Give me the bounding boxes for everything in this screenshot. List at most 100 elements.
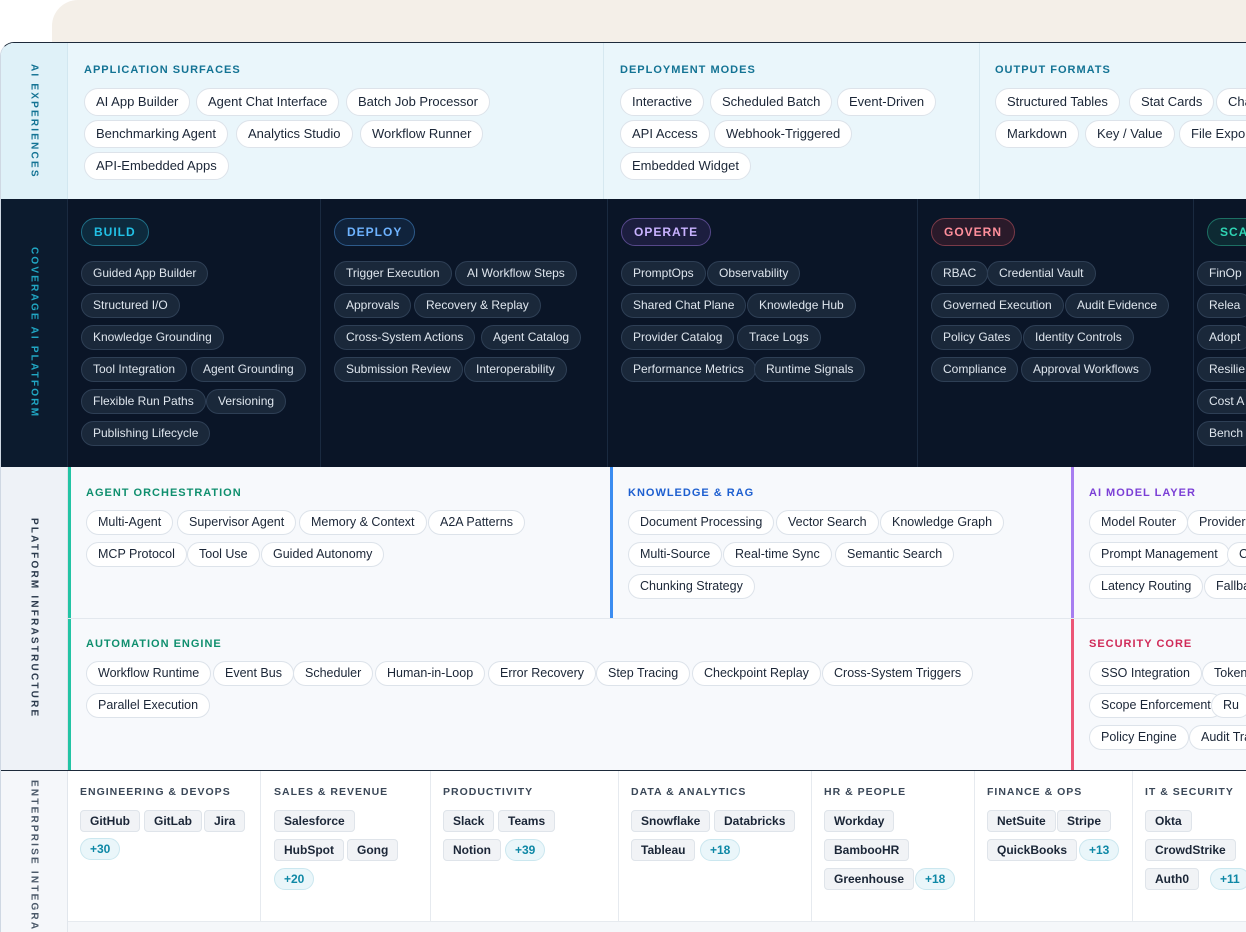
row-label-coverage: COVERAGE AI PLATFORM bbox=[1, 199, 68, 467]
integration-data-analytics: DATA & ANALYTICS Snowflake Databricks Ta… bbox=[619, 771, 812, 921]
chip: Markdown bbox=[995, 120, 1079, 148]
section-title: DATA & ANALYTICS bbox=[631, 786, 747, 798]
section-title: SECURITY CORE bbox=[1089, 638, 1193, 650]
integration-tag: GitLab bbox=[144, 810, 202, 832]
phase-build: BUILD Guided App Builder Structured I/O … bbox=[68, 199, 321, 467]
section-title: SALES & REVENUE bbox=[274, 786, 389, 798]
enterprise-integrations-row: ENTERPRISE INTEGRA ENGINEERING & DEVOPS … bbox=[1, 770, 1246, 932]
chip: Workflow Runtime bbox=[86, 661, 212, 686]
chip: Document Processing bbox=[628, 510, 775, 535]
integration-engineering-devops: ENGINEERING & DEVOPS GitHub GitLab Jira … bbox=[68, 771, 261, 921]
chip: Multi-Source bbox=[628, 542, 723, 567]
section-title: AUTOMATION ENGINE bbox=[86, 638, 222, 650]
platform-infrastructure-row: PLATFORM INFRASTRUCTURE AGENT ORCHESTRAT… bbox=[1, 467, 1246, 770]
chip: AI Workflow Steps bbox=[455, 261, 577, 286]
chip: Performance Metrics bbox=[621, 357, 756, 382]
more-count-badge: +30 bbox=[80, 838, 121, 860]
chip: FinOp bbox=[1197, 261, 1246, 286]
more-count-badge: +18 bbox=[700, 839, 741, 861]
chip: C bbox=[1227, 542, 1246, 567]
chip: Agent Grounding bbox=[191, 357, 306, 382]
chip: Versioning bbox=[206, 389, 287, 414]
phase-badge-scale: SCA bbox=[1207, 218, 1246, 246]
ai-experiences-row: AI EXPERIENCES APPLICATION SURFACES AI A… bbox=[1, 43, 1246, 199]
section-title: KNOWLEDGE & RAG bbox=[628, 487, 755, 499]
more-count-badge: +18 bbox=[915, 868, 956, 890]
integration-tag: Tableau bbox=[631, 839, 696, 861]
architecture-diagram: AI EXPERIENCES APPLICATION SURFACES AI A… bbox=[0, 42, 1246, 932]
chip: Provider bbox=[1187, 510, 1246, 535]
chip: Governed Execution bbox=[931, 293, 1064, 318]
chip: Memory & Context bbox=[299, 510, 427, 535]
chip: Identity Controls bbox=[1023, 325, 1134, 350]
integration-tag: HubSpot bbox=[274, 839, 344, 861]
section-ai-model-layer: AI MODEL LAYER Model Router Provider Pro… bbox=[1071, 467, 1246, 618]
chip: Prompt Management bbox=[1089, 542, 1230, 567]
integration-tag: Okta bbox=[1145, 810, 1192, 832]
chip: AI App Builder bbox=[84, 88, 191, 116]
chip: Webhook-Triggered bbox=[714, 120, 853, 148]
chip: Fallba bbox=[1204, 574, 1246, 599]
integration-tag: Snowflake bbox=[631, 810, 711, 832]
integration-tag: QuickBooks bbox=[987, 839, 1078, 861]
integration-tag: Workday bbox=[824, 810, 895, 832]
section-title: OUTPUT FORMATS bbox=[995, 64, 1111, 76]
chip: Approval Workflows bbox=[1021, 357, 1151, 382]
chip: Scheduler bbox=[293, 661, 374, 686]
integration-tag: Slack bbox=[443, 810, 495, 832]
chip: Guided App Builder bbox=[81, 261, 209, 286]
chip: Model Router bbox=[1089, 510, 1189, 535]
chip: Agent Chat Interface bbox=[196, 88, 340, 116]
section-output-formats: OUTPUT FORMATS Structured Tables Stat Ca… bbox=[980, 43, 1246, 199]
phase-govern: GOVERN RBAC Credential Vault Governed Ex… bbox=[918, 199, 1194, 467]
chip: Knowledge Hub bbox=[747, 293, 856, 318]
chip: Knowledge Graph bbox=[880, 510, 1005, 535]
integration-tag: Auth0 bbox=[1145, 868, 1199, 890]
more-count-badge: +13 bbox=[1079, 839, 1120, 861]
chip: Cha bbox=[1216, 88, 1246, 116]
integration-tag: Jira bbox=[204, 810, 246, 832]
phase-operate: OPERATE PromptOps Observability Shared C… bbox=[608, 199, 918, 467]
chip: API-Embedded Apps bbox=[84, 152, 229, 180]
chip: Bench bbox=[1197, 421, 1246, 446]
chip: PromptOps bbox=[621, 261, 706, 286]
chip: Real-time Sync bbox=[723, 542, 832, 567]
integration-productivity: PRODUCTIVITY Slack Teams Notion +39 bbox=[431, 771, 619, 921]
phase-badge-operate: OPERATE bbox=[621, 218, 712, 246]
section-security-core: SECURITY CORE SSO Integration Token Scop… bbox=[1071, 619, 1246, 770]
chip: Relea bbox=[1197, 293, 1246, 318]
chip: Multi-Agent bbox=[86, 510, 174, 535]
chip: Analytics Studio bbox=[236, 120, 353, 148]
integration-tag: Greenhouse bbox=[824, 868, 915, 890]
chip: Semantic Search bbox=[835, 542, 955, 567]
chip: Provider Catalog bbox=[621, 325, 735, 350]
chip: Interoperability bbox=[464, 357, 567, 382]
chip: Human-in-Loop bbox=[375, 661, 486, 686]
chip: Flexible Run Paths bbox=[81, 389, 206, 414]
footer-strip bbox=[68, 921, 1246, 932]
integration-it-security: IT & SECURITY Okta CrowdStrike Auth0 +11 bbox=[1133, 771, 1246, 921]
chip: Vector Search bbox=[776, 510, 879, 535]
section-knowledge-rag: KNOWLEDGE & RAG Document Processing Vect… bbox=[610, 467, 1072, 618]
section-title: HR & PEOPLE bbox=[824, 786, 907, 798]
integration-hr-people: HR & PEOPLE Workday BambooHR Greenhouse … bbox=[812, 771, 975, 921]
section-deployment-modes: DEPLOYMENT MODES Interactive Scheduled B… bbox=[604, 43, 980, 199]
integration-tag: Gong bbox=[347, 839, 399, 861]
more-count-badge: +20 bbox=[274, 868, 315, 890]
chip: Workflow Runner bbox=[360, 120, 484, 148]
section-application-surfaces: APPLICATION SURFACES AI App Builder Agen… bbox=[68, 43, 604, 199]
integration-tag: Databricks bbox=[714, 810, 796, 832]
chip: Trace Logs bbox=[737, 325, 821, 350]
row-label-platform: PLATFORM INFRASTRUCTURE bbox=[1, 467, 68, 770]
section-agent-orchestration: AGENT ORCHESTRATION Multi-Agent Supervis… bbox=[68, 467, 611, 618]
section-title: PRODUCTIVITY bbox=[443, 786, 534, 798]
chip: Trigger Execution bbox=[334, 261, 452, 286]
section-title: ENGINEERING & DEVOPS bbox=[80, 786, 231, 798]
chip: Token bbox=[1202, 661, 1246, 686]
chip: Latency Routing bbox=[1089, 574, 1204, 599]
integration-tag: Salesforce bbox=[274, 810, 355, 832]
chip: Tool Use bbox=[187, 542, 260, 567]
chip: Scope Enforcement bbox=[1089, 693, 1223, 718]
row-label-enterprise: ENTERPRISE INTEGRA bbox=[1, 771, 68, 932]
integration-tag: Teams bbox=[498, 810, 556, 832]
